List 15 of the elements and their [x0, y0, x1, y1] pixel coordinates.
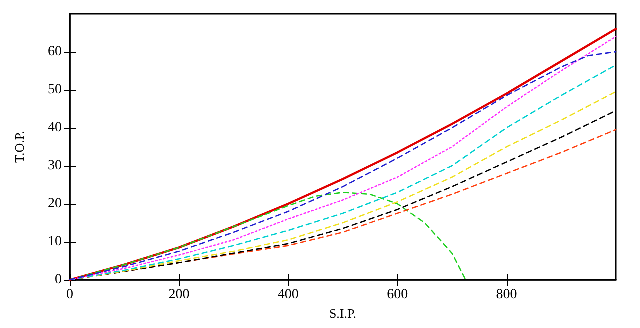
x-tick-label: 200 [168, 288, 190, 302]
y-tick-label: 0 [55, 272, 62, 288]
x-tick-label: 800 [496, 288, 518, 302]
line-series [69, 192, 466, 281]
y-tick-label: 50 [48, 82, 62, 98]
y-tick-label: 30 [48, 158, 62, 174]
y-tick-label: 10 [48, 234, 62, 250]
y-tick-label: 40 [48, 120, 62, 136]
x-tick-label: 600 [387, 288, 408, 302]
y-axis-title: T.O.P. [12, 131, 27, 163]
x-tick-label: 0 [66, 288, 74, 302]
x-axis-title: S.I.P. [329, 306, 357, 321]
y-tick-label: 60 [48, 44, 62, 60]
x-tick-label: 400 [278, 288, 299, 302]
y-tick-label: 20 [48, 196, 62, 212]
